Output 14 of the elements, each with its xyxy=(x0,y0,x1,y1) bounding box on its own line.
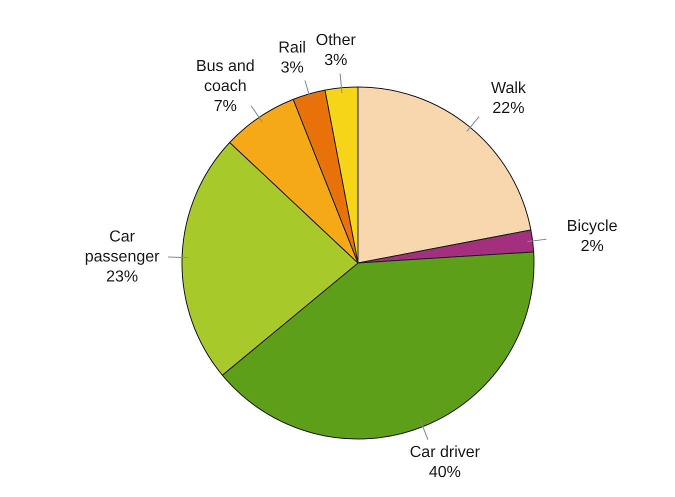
data-label: 2% xyxy=(580,238,604,255)
data-label: 3% xyxy=(280,58,304,76)
data-label: 23% xyxy=(106,268,138,285)
slice-label: Rail xyxy=(278,38,306,56)
slice-label: Walk xyxy=(490,80,527,97)
slice-label: Bicycle xyxy=(566,218,618,235)
data-label: 7% xyxy=(214,98,237,115)
slice-label: Bus and coach xyxy=(196,58,255,95)
slice-label: Car driver xyxy=(410,443,481,460)
slice-label: Other xyxy=(316,31,356,48)
data-label: 22% xyxy=(492,100,524,117)
data-label: 40% xyxy=(428,463,461,480)
slice-label: Car passenger xyxy=(84,228,160,265)
data-label: 3% xyxy=(324,51,348,68)
